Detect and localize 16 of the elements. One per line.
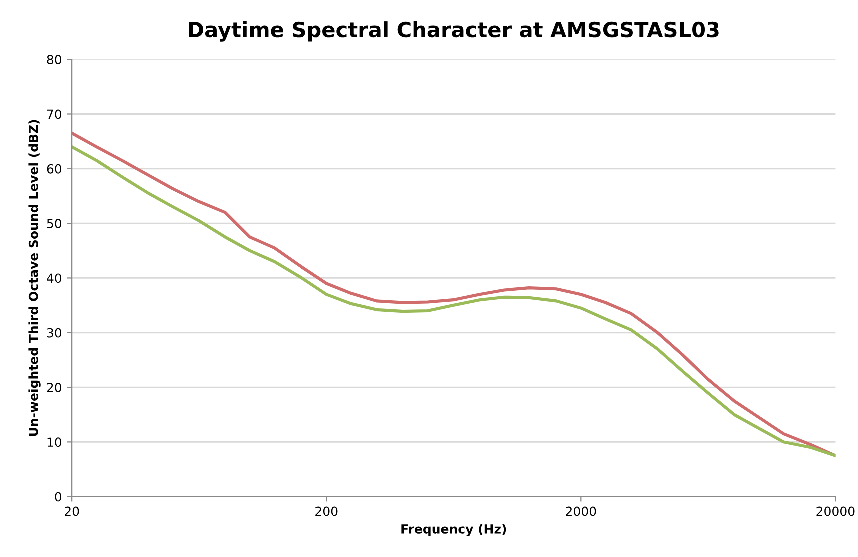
x-tick-label: 200 <box>316 506 338 516</box>
y-tick-label: 0 <box>55 492 62 502</box>
y-tick-label: 80 <box>47 55 62 65</box>
y-tick-label: 70 <box>47 110 62 120</box>
chart-title: Daytime Spectral Character at AMSGSTASL03 <box>189 22 719 42</box>
x-tick-label: 2000 <box>566 506 596 516</box>
y-tick-label: 30 <box>47 328 62 338</box>
y-tick-label: 40 <box>47 274 62 284</box>
y-tick-label: 60 <box>47 164 62 174</box>
x-tick-label: 20000 <box>816 506 855 516</box>
y-tick-label: 20 <box>47 383 62 392</box>
y-axis-title: Un-weighted Third Octave Sound Level (dBZ) <box>28 120 41 436</box>
y-tick-label: 50 <box>47 219 62 228</box>
x-tick-label: 20 <box>65 506 80 516</box>
y-tick-label: 10 <box>48 438 62 448</box>
x-axis-title: Frequency (Hz) <box>402 524 506 536</box>
